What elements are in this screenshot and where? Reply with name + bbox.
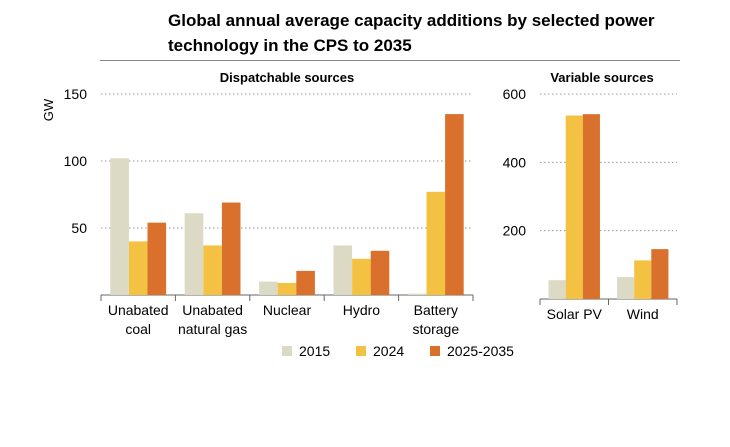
x-tick-label: Battery (414, 302, 458, 318)
y-axis-label: GW (41, 98, 56, 121)
bar-2024 (565, 115, 583, 300)
bar-2025-2035 (445, 114, 464, 295)
panel-title: Variable sources (550, 70, 653, 85)
legend-label: 2025-2035 (447, 343, 514, 359)
y-tick-label: 200 (503, 223, 527, 239)
bar-2024 (277, 282, 297, 295)
x-tick-label: Wind (627, 306, 659, 322)
x-tick-label: Nuclear (263, 302, 312, 318)
bar-2025-2035 (296, 270, 315, 295)
y-tick-label: 150 (64, 86, 88, 102)
panel-title: Dispatchable sources (220, 70, 354, 85)
bar-2024 (426, 191, 446, 295)
bar-2015 (184, 213, 204, 295)
legend-swatch (282, 346, 292, 356)
x-tick-label: natural gas (178, 321, 247, 337)
y-tick-label: 50 (71, 220, 87, 236)
bar-2015 (259, 281, 278, 295)
bar-2025-2035 (370, 250, 390, 295)
legend-swatch (356, 346, 366, 356)
bar-2025-2035 (582, 114, 600, 300)
bar-2025-2035 (221, 202, 241, 295)
y-tick-label: 600 (503, 86, 527, 102)
bar-2025-2035 (651, 249, 669, 299)
chart-title: Global annual average capacity additions… (168, 11, 655, 55)
x-tick-label: coal (125, 321, 151, 337)
bar-2015 (548, 280, 566, 299)
bar-2015 (110, 158, 129, 295)
legend-label: 2024 (373, 343, 404, 359)
bar-2024 (128, 241, 148, 295)
legend-label: 2015 (299, 343, 330, 359)
x-tick-label: Unabated (182, 302, 243, 318)
y-tick-label: 400 (503, 154, 527, 170)
bar-2024 (634, 260, 652, 299)
bar-2024 (352, 258, 371, 295)
legend-swatch (430, 346, 440, 356)
bar-2015 (617, 277, 635, 299)
y-tick-label: 100 (64, 153, 88, 169)
x-tick-label: storage (412, 321, 459, 337)
x-tick-label: Hydro (343, 302, 381, 318)
x-tick-label: Unabated (108, 302, 169, 318)
bar-2015 (333, 245, 353, 295)
x-tick-label: Solar PV (547, 306, 603, 322)
bar-2025-2035 (147, 222, 167, 295)
title-divider (100, 60, 680, 61)
bar-2024 (203, 245, 222, 295)
bar-2015 (407, 293, 427, 295)
